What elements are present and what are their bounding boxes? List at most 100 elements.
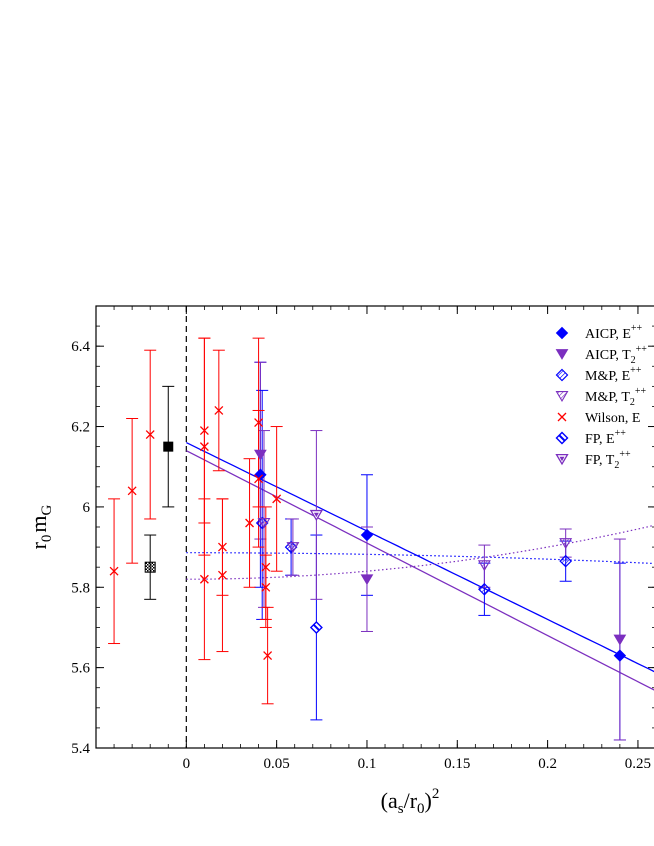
data-point	[254, 474, 264, 484]
data-point	[199, 426, 209, 436]
diamond-marker	[478, 582, 491, 596]
triangle-marker	[286, 542, 300, 554]
legend-label: AICP, T2++	[585, 344, 647, 366]
x-tick-label: 0	[183, 756, 191, 772]
diamond-marker	[613, 649, 627, 662]
data-point	[263, 651, 273, 661]
legend-entry: M&P, E++	[555, 365, 642, 384]
legend-marker	[557, 412, 567, 422]
data-point	[559, 538, 573, 550]
legend-label: M&P, T2++	[585, 386, 647, 408]
x-marker	[254, 418, 264, 427]
x-marker	[145, 430, 155, 440]
legend-marker	[555, 453, 569, 466]
data-point	[144, 561, 156, 573]
data-point	[257, 518, 271, 530]
data-point	[109, 566, 119, 576]
x-marker	[254, 474, 264, 484]
triangle-marker	[360, 574, 374, 586]
data-point	[286, 542, 300, 554]
data-point	[145, 430, 155, 440]
square-marker	[163, 441, 174, 452]
plot-border	[95, 305, 654, 749]
data-point	[199, 442, 209, 452]
x-marker	[217, 542, 227, 552]
data-point	[477, 560, 491, 572]
data-point	[360, 528, 374, 542]
x-marker	[245, 518, 255, 528]
legend-marker	[555, 391, 569, 403]
legend-marker	[555, 368, 569, 382]
data-point	[214, 406, 224, 415]
legend-entry: Wilson, E	[557, 411, 640, 426]
diamond-marker	[555, 368, 569, 382]
x-tick-label: 0.05	[264, 756, 290, 772]
legend-label: FP, E++	[585, 428, 626, 447]
data-markers	[109, 406, 627, 662]
legend-label: Wilson, E	[585, 411, 640, 426]
legend-entry: AICP, T2++	[555, 344, 647, 366]
y-tick-label: 6	[83, 500, 91, 516]
data-point	[272, 494, 282, 504]
diamond-marker-inner	[558, 434, 566, 442]
legend: AICP, E++ AICP, T2++M&P, E++ M&P, T2++ Wils…	[555, 323, 647, 471]
data-point	[613, 649, 627, 662]
data-point	[261, 582, 271, 592]
y-tick-label: 5.6	[71, 661, 90, 677]
axis-ticks	[95, 305, 654, 749]
y-tick-label: 5.4	[71, 741, 90, 757]
x-tick-label: 0.15	[444, 756, 470, 772]
triangle-marker-inner	[313, 512, 319, 518]
triangle-marker	[555, 349, 569, 360]
triangle-marker	[257, 518, 271, 530]
data-point	[261, 562, 271, 572]
legend-marker	[555, 349, 569, 360]
quadratic-fit-line	[186, 524, 654, 580]
data-point	[217, 542, 227, 552]
data-point	[254, 449, 267, 461]
triangle-marker	[613, 634, 627, 646]
diamond-marker	[555, 326, 569, 340]
x-marker	[217, 570, 227, 580]
error-bar	[256, 389, 269, 620]
data-point	[559, 554, 573, 568]
diamond-marker	[360, 528, 374, 542]
data-point	[127, 486, 137, 496]
x-marker	[261, 562, 271, 572]
legend-entry: FP, E++	[555, 428, 626, 447]
linear-fit-line	[186, 442, 654, 673]
y-axis-title: r0mG	[26, 504, 55, 549]
data-point	[360, 574, 374, 586]
legend-label: FP, T2++	[585, 449, 631, 471]
legend-entry: M&P, T2++	[555, 386, 647, 408]
data-point	[613, 634, 627, 646]
x-tick-label: 0.25	[625, 756, 651, 772]
y-tick-label: 6.4	[71, 339, 90, 355]
data-point	[199, 574, 209, 584]
linear-fit-line	[186, 450, 654, 691]
data-point	[254, 418, 264, 427]
x-marker	[272, 494, 282, 504]
x-marker	[557, 412, 567, 422]
x-tick-label: 0.1	[358, 756, 377, 772]
x-marker	[109, 566, 119, 576]
x-marker	[199, 426, 209, 436]
data-point	[309, 509, 324, 522]
triangle-marker-inner	[559, 456, 565, 462]
triangle-marker	[254, 449, 267, 461]
triangle-marker	[559, 538, 573, 550]
x-tick-labels: 0 0.05 0.1 0.15 0.2 0.25	[183, 756, 651, 772]
x-tick-label: 0.2	[538, 756, 557, 772]
legend-marker	[555, 326, 569, 340]
data-point	[309, 620, 323, 634]
quadratic-fit-line	[186, 552, 654, 565]
y-tick-labels: 5.4 5.6 5.8 6 6.2 6.4	[71, 339, 90, 757]
triangle-marker	[555, 391, 569, 403]
x-marker	[263, 651, 273, 661]
legend-entry: FP, T2++	[555, 449, 631, 471]
y-tick-label: 5.8	[71, 580, 90, 596]
legend-entry: AICP, E++	[555, 323, 643, 342]
x-marker	[214, 406, 224, 415]
y-tick-label: 6.2	[71, 420, 90, 436]
